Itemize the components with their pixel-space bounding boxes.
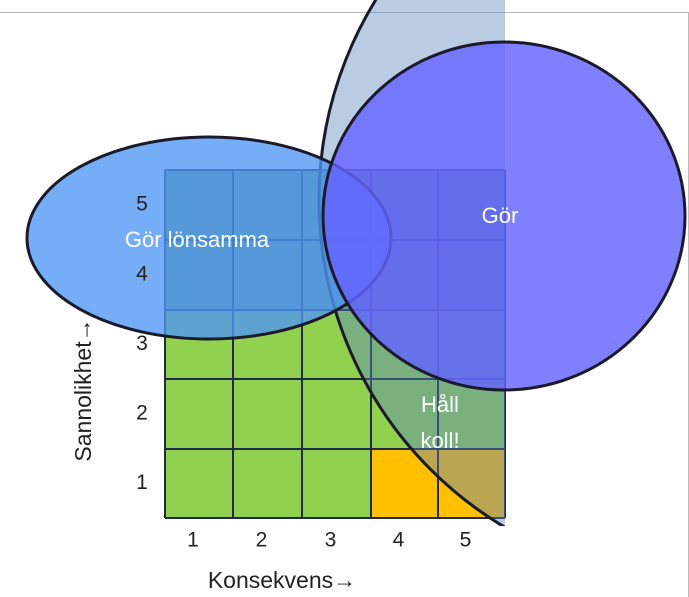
region-label: Håll <box>421 392 459 417</box>
region-label: koll! <box>420 428 459 453</box>
y-tick-label: 1 <box>136 471 148 494</box>
y-tick-label: 2 <box>136 402 148 425</box>
cell <box>371 379 438 449</box>
cell <box>371 449 438 518</box>
y-tick-label: 5 <box>136 193 148 216</box>
region-label: Gör lönsamma <box>125 227 270 252</box>
x-tick-label: 5 <box>460 529 472 552</box>
cell <box>233 449 302 518</box>
cell <box>165 379 233 449</box>
y-axis-title: Sannolikhet→ <box>70 318 96 461</box>
x-tick-label: 3 <box>325 529 337 552</box>
cell <box>233 379 302 449</box>
cell <box>302 449 371 518</box>
axis-labels: 1 2 3 4 5 1 2 3 4 5 <box>136 193 471 552</box>
y-tick-label: 3 <box>136 332 148 355</box>
x-tick-label: 4 <box>393 529 405 552</box>
gor-circle <box>321 40 687 392</box>
x-tick-label: 1 <box>187 529 199 552</box>
cell <box>302 379 371 449</box>
x-axis-title: Konsekvens→ <box>208 567 356 593</box>
x-tick-label: 2 <box>256 529 268 552</box>
y-tick-label: 4 <box>136 263 148 286</box>
region-label: Gör <box>482 203 519 228</box>
cell <box>165 449 233 518</box>
